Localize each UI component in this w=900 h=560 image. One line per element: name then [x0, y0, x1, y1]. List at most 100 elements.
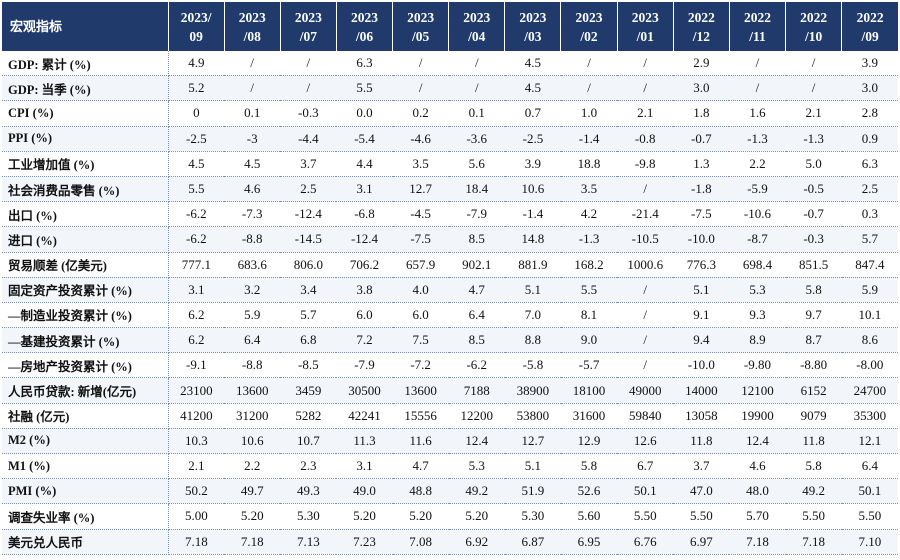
table-cell: 4.4 [336, 151, 393, 177]
table-cell: 12.4 [729, 428, 786, 455]
table-row: 工业增加值 (%) 4.5 4.5 3.7 4.4 3.5 5.6 3.9 18.8 -9.8 1.… [2, 151, 898, 177]
table-cell: 5.00 [168, 503, 225, 530]
header-period: 2022/11 [728, 2, 786, 51]
table-cell: 3.1 [336, 176, 393, 203]
header-period-part: /09 [861, 28, 879, 44]
table-cell: 2.9 [673, 51, 730, 77]
table-cell: 7.5 [392, 327, 449, 354]
table-cell: 18100 [560, 377, 618, 404]
table-cell: 5.50 [673, 503, 730, 530]
header-period-part: 2023 [238, 9, 266, 25]
table-cell: 6.8 [280, 327, 337, 354]
table-cell: -2.5 [168, 126, 225, 152]
table-cell: / [224, 75, 281, 102]
table-cell: 4.5 [168, 151, 225, 177]
table-cell: 2.1 [785, 100, 842, 127]
table-cell: 31200 [224, 403, 281, 429]
header-period: 2023/08 [223, 2, 281, 51]
table-cell: 49000 [617, 377, 674, 404]
table-cell: 4.6 [224, 176, 281, 203]
table-cell: 6.0 [336, 302, 393, 329]
table-cell: / [617, 176, 674, 203]
table-cell: -12.4 [280, 201, 337, 228]
table-cell: 6.7 [617, 453, 674, 480]
table-cell: 3.2 [224, 277, 281, 303]
table-cell: 12.9 [560, 428, 618, 455]
table-cell: 3.9 [504, 151, 561, 177]
table-cell: 0.7 [504, 100, 561, 127]
table-cell: 5.1 [504, 277, 561, 303]
table-row: CPI (%) 0 0.1 -0.3 0.0 0.2 0.1 0.7 1.0 2.1 1.8 1.6 2… [2, 100, 898, 127]
table-cell: 4.0 [392, 277, 449, 303]
row-label: 调查失业率 (%) [2, 503, 169, 530]
table-cell: 9.0 [560, 327, 618, 354]
table-row: 调查失业率 (%) 5.00 5.20 5.30 5.20 5.20 5.20 5.30 5.6… [2, 503, 898, 530]
table-cell: / [617, 302, 674, 329]
table-cell: / [785, 75, 842, 102]
table-row: PPI (%) -2.5 -3 -4.4 -5.4 -4.6 -3.6 -2.5 -1.4 -0.… [2, 126, 898, 152]
table-row: 进口 (%) -6.2 -8.8 -14.5 -12.4 -7.5 8.5 14.8 -1.3-… [2, 226, 898, 253]
table-cell: 18.4 [448, 176, 505, 203]
table-cell: 50.1 [617, 478, 674, 505]
header-period: 2023/03 [504, 2, 561, 51]
table-cell: 5.8 [785, 453, 842, 480]
table-cell: 15556 [392, 403, 449, 429]
table-cell: 3.9 [841, 51, 898, 77]
table-cell: 12.7 [504, 428, 561, 455]
table-cell: 8.6 [841, 327, 898, 354]
table-cell: 5.1 [504, 453, 561, 480]
table-cell: 5.2 [168, 75, 225, 102]
table-cell: 6.4 [224, 327, 281, 354]
table-cell: 10.7 [280, 428, 337, 455]
table-cell: 8.1 [560, 302, 618, 329]
table-row: M2 (%) 10.3 10.6 10.7 11.3 11.6 12.4 12.7 12.9 12… [2, 428, 898, 455]
table-cell: 35300 [841, 403, 898, 429]
table-cell: 5.20 [224, 503, 281, 530]
table-cell: 42241 [336, 403, 393, 429]
table-cell: 7.18 [729, 529, 786, 555]
header-period-part: /10 [804, 28, 823, 44]
table-cell: 7.10 [841, 529, 898, 555]
table-cell: 5.8 [560, 453, 618, 480]
table-cell: -6.2 [168, 226, 225, 253]
table-cell: / [448, 75, 505, 102]
table-cell: 3.7 [673, 453, 730, 480]
row-label: 进口 (%) [2, 226, 169, 253]
table-cell: 49.3 [280, 478, 337, 505]
table-cell: 11.3 [336, 428, 393, 455]
table-cell: 3.5 [392, 151, 449, 177]
table-cell: 5.60 [560, 503, 618, 530]
table-row: 固定资产投资累计 (%) 3.1 3.2 3.4 3.8 4.0 4.7 5.1 5.5/5.1… [2, 277, 898, 303]
table-cell: 7.2 [336, 327, 393, 354]
table-cell: 683.6 [224, 252, 281, 278]
table-cell: 5.20 [336, 503, 393, 530]
table-cell: 2.8 [841, 100, 898, 127]
header-period: 2023/01 [616, 2, 674, 51]
table-cell: 53800 [504, 403, 561, 429]
table-cell: 9.1 [673, 302, 730, 329]
header-period-part: /12 [692, 28, 710, 44]
table-cell: -7.3 [224, 201, 281, 228]
table-cell: 7188 [448, 377, 505, 404]
table-cell: 51.9 [504, 478, 561, 505]
table-row: M1 (%) 2.1 2.2 2.3 3.1 4.7 5.3 5.1 5.8 6.7 3.7 4.6 5… [2, 453, 898, 480]
row-label: 美元兑人民币 [2, 529, 169, 555]
table-cell: 12200 [448, 403, 505, 429]
header-period-part: 2022 [856, 9, 884, 25]
row-label: 贸易顺差 (亿美元) [2, 252, 169, 278]
row-label: PPI (%) [2, 126, 169, 152]
table-cell: 1000.6 [617, 252, 674, 278]
table-cell: 6.76 [617, 529, 674, 555]
table-cell: -4.4 [280, 126, 337, 152]
table-cell: 3.0 [673, 75, 730, 102]
table-cell: 6.92 [448, 529, 505, 555]
table-cell: 3.4 [280, 277, 337, 303]
table-cell: 3459 [280, 377, 337, 404]
table-cell: 806.0 [280, 252, 337, 278]
table-cell: -10.5 [617, 226, 674, 253]
header-period: 2023/04 [448, 2, 505, 51]
table-cell: -0.7 [785, 201, 842, 228]
row-label: —房地产投资累计 (%) [2, 352, 169, 379]
table-cell: -7.2 [392, 352, 449, 379]
